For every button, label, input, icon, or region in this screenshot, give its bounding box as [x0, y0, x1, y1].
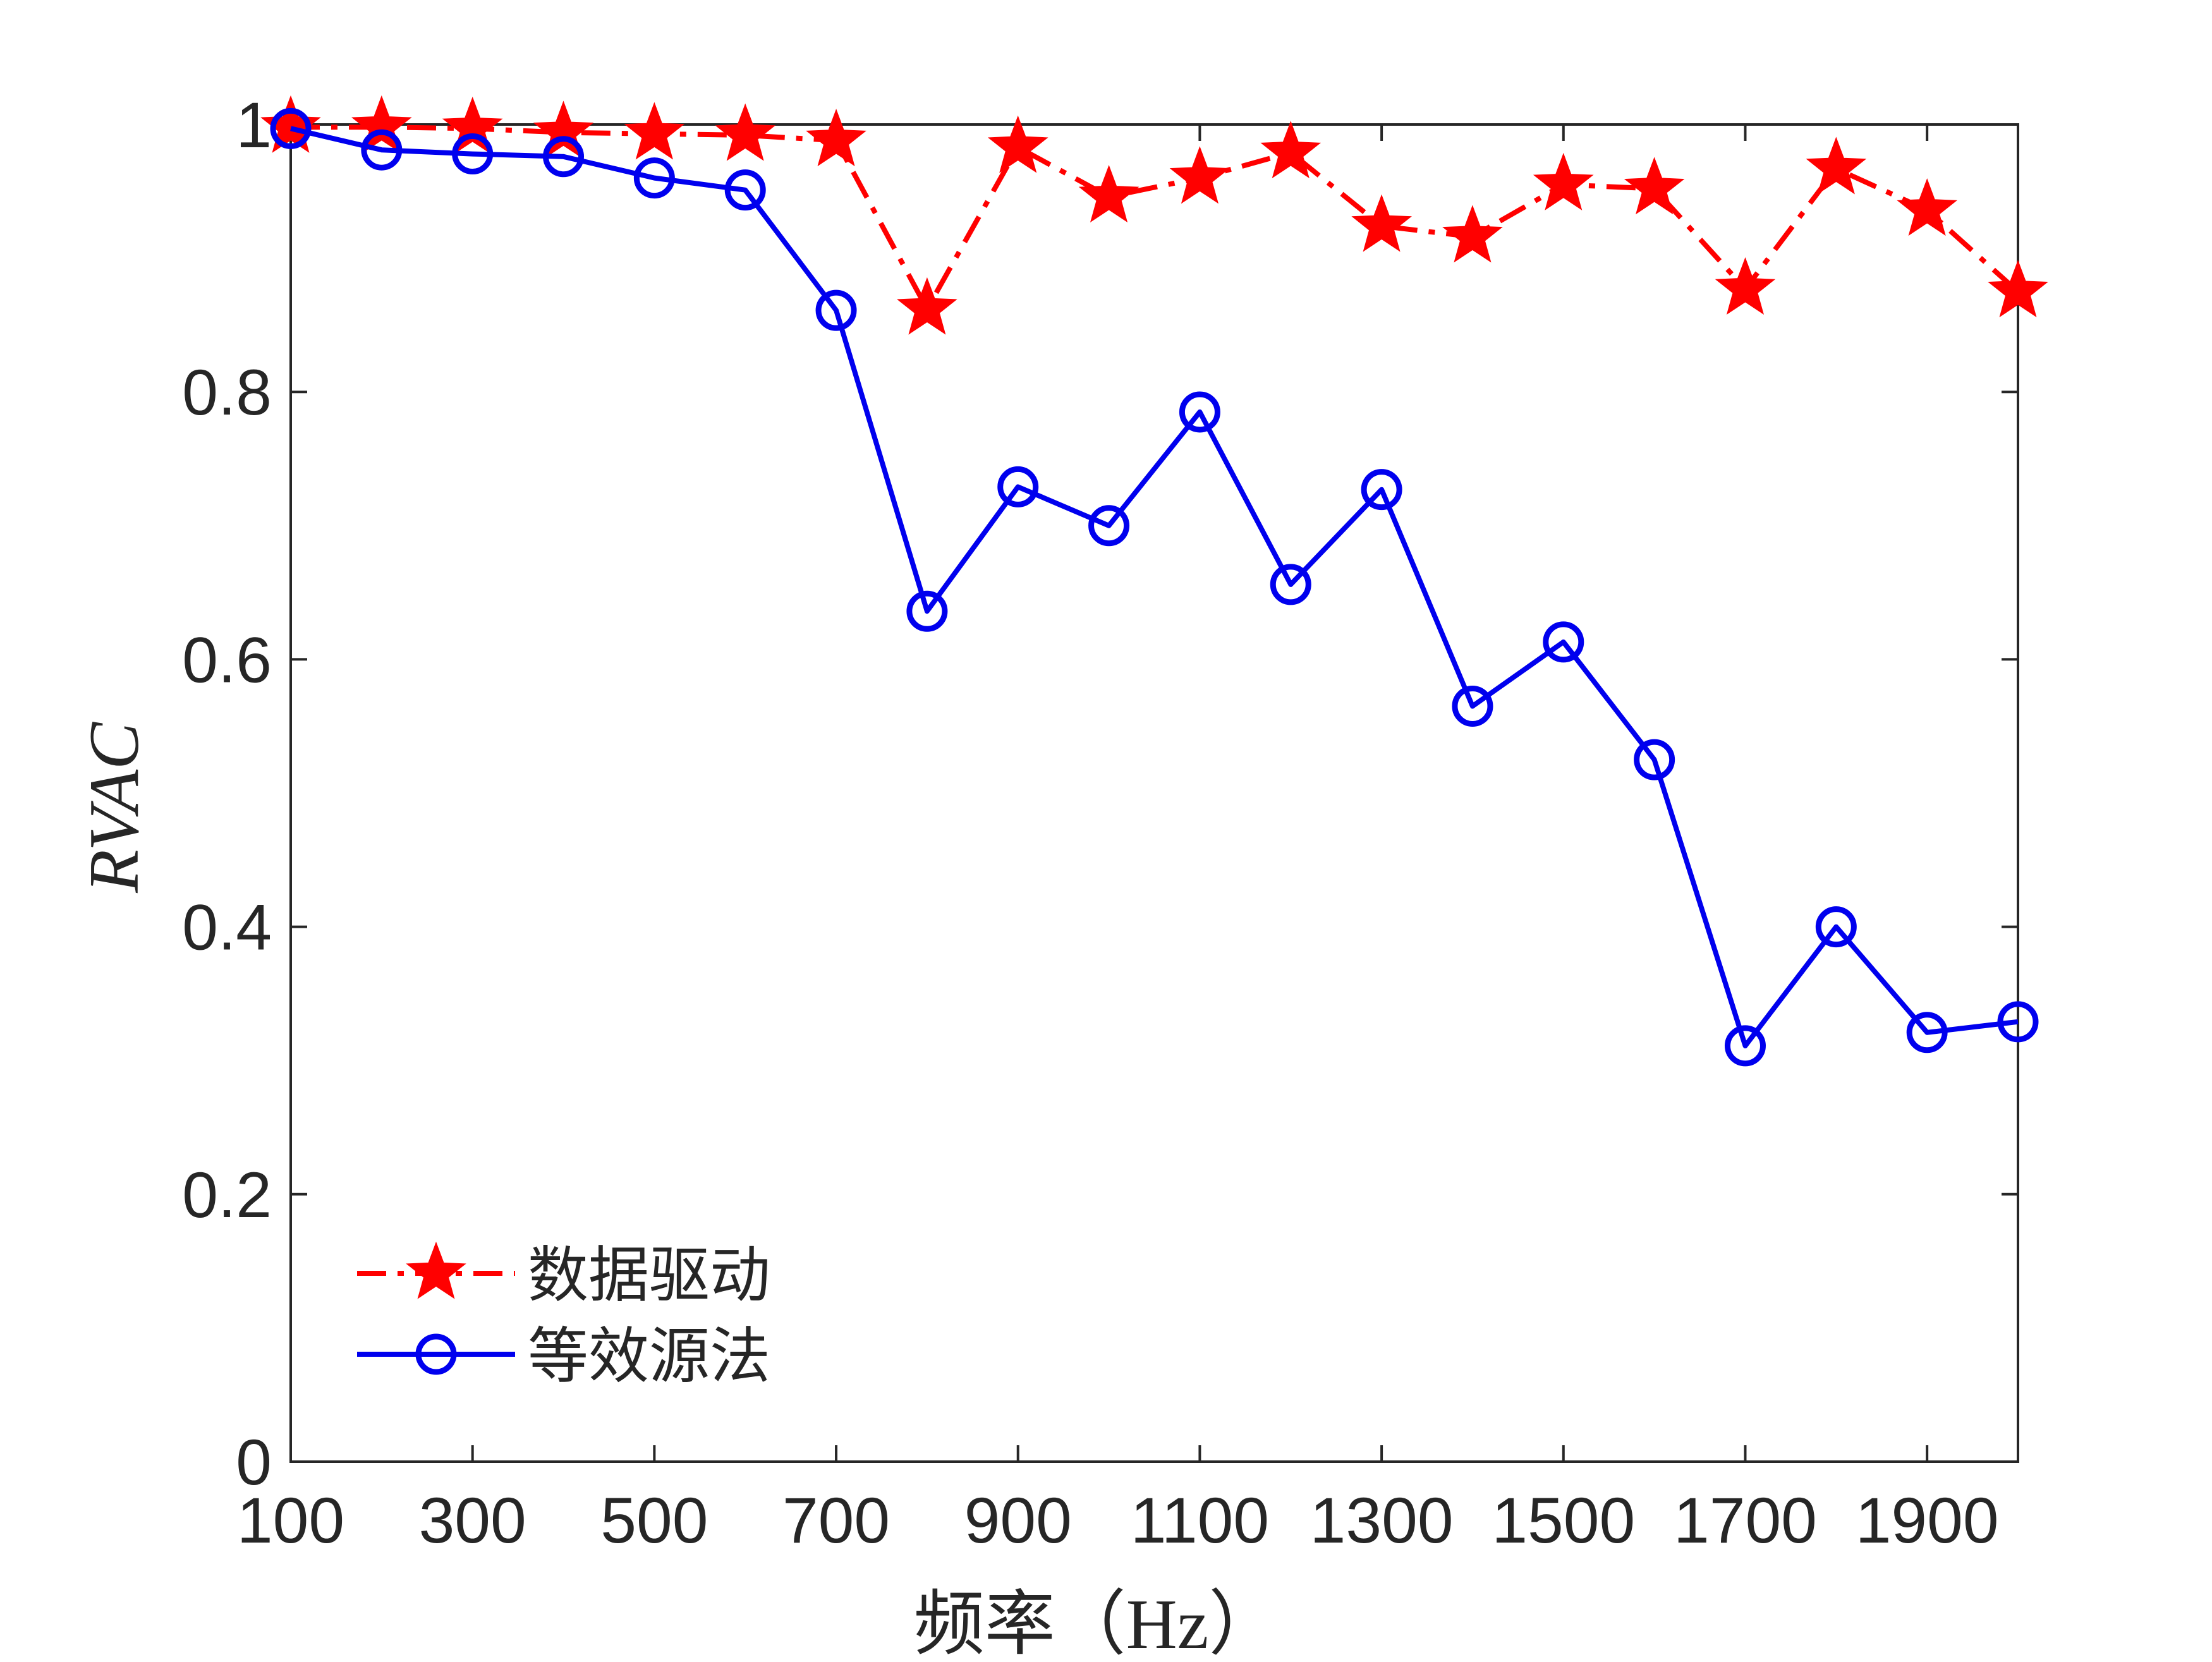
y-tick-label: 0.6: [182, 624, 272, 696]
data-point-circle: [1452, 685, 1493, 727]
y-tick-label: 0.8: [182, 356, 272, 428]
data-point-star: [1897, 178, 1957, 236]
data-point-star: [1806, 136, 1867, 195]
data-point-star: [1351, 194, 1412, 252]
legend-label: 数据驱动: [528, 1242, 770, 1309]
data-point-circle: [1179, 391, 1220, 433]
data-point-star: [897, 277, 957, 335]
data-point-circle: [997, 466, 1039, 507]
y-tick-label: 0: [236, 1426, 272, 1498]
x-tick-label: 1500: [1492, 1484, 1635, 1556]
x-tick-label: 1300: [1310, 1484, 1454, 1556]
data-point-circle: [452, 133, 494, 175]
data-point-circle: [1361, 469, 1402, 511]
data-point-star: [1260, 121, 1322, 179]
legend-label: 等效源法: [528, 1323, 770, 1390]
x-tick-label: 1100: [1131, 1484, 1269, 1556]
data-point-circle: [1634, 739, 1675, 780]
x-tick-label: 1900: [1856, 1484, 1999, 1556]
legend-item: 数据驱动: [357, 1241, 770, 1309]
series-layer: [260, 95, 2048, 1067]
data-point-star: [1169, 146, 1231, 204]
data-point-circle: [1724, 1025, 1766, 1067]
data-point-star: [1624, 157, 1685, 215]
data-point-circle: [543, 136, 585, 178]
data-point-star: [987, 115, 1048, 173]
y-axis-label: RVAC: [75, 722, 154, 894]
x-axis-label: 频率（Hz）: [914, 1586, 1280, 1659]
data-point-circle: [724, 169, 766, 211]
legend-circle-marker: [415, 1333, 457, 1375]
data-point-star: [1988, 260, 2048, 318]
data-point-circle: [1815, 906, 1857, 948]
data-point-star: [442, 97, 503, 155]
data-point-star: [1078, 165, 1139, 222]
y-tick-label: 0.4: [182, 892, 272, 964]
plot-frame: [289, 123, 2019, 1463]
data-point-circle: [270, 107, 312, 149]
x-tick-label: 1700: [1674, 1484, 1817, 1556]
data-point-circle: [1906, 1012, 1948, 1053]
data-point-star: [260, 95, 321, 153]
data-point-star: [351, 95, 412, 153]
data-point-circle: [906, 590, 948, 632]
series-line: [291, 124, 2020, 312]
data-point-star: [715, 103, 776, 161]
data-point-star: [624, 102, 685, 160]
legend-item: 等效源法: [357, 1323, 770, 1390]
y-tick-label: 1: [236, 89, 272, 161]
data-point-star: [1442, 205, 1503, 263]
legend-star-marker: [406, 1241, 466, 1299]
axes: 100 300 500 700 900 1100 1300 1500 1700 1900 0 0.2 0…: [182, 89, 2019, 1556]
x-tick-label: 100: [237, 1484, 344, 1556]
series-2: [270, 107, 2039, 1067]
x-tick-label: 900: [964, 1484, 1072, 1556]
data-point-circle: [1997, 1001, 2039, 1043]
series-1: [260, 95, 2048, 335]
data-point-circle: [1088, 505, 1130, 547]
x-tick-label: 700: [782, 1484, 890, 1556]
data-point-circle: [1543, 621, 1584, 663]
data-point-star: [533, 100, 594, 159]
data-point-circle: [633, 157, 675, 199]
y-tick-label: 0.2: [182, 1159, 272, 1231]
data-point-circle: [361, 129, 403, 171]
data-point-star: [806, 109, 866, 167]
x-tick-label: 500: [600, 1484, 708, 1556]
data-point-star: [1715, 257, 1776, 315]
data-point-circle: [815, 289, 857, 331]
data-point-star: [1533, 152, 1594, 210]
data-point-circle: [1270, 564, 1311, 605]
x-tick-label: 300: [419, 1484, 526, 1556]
